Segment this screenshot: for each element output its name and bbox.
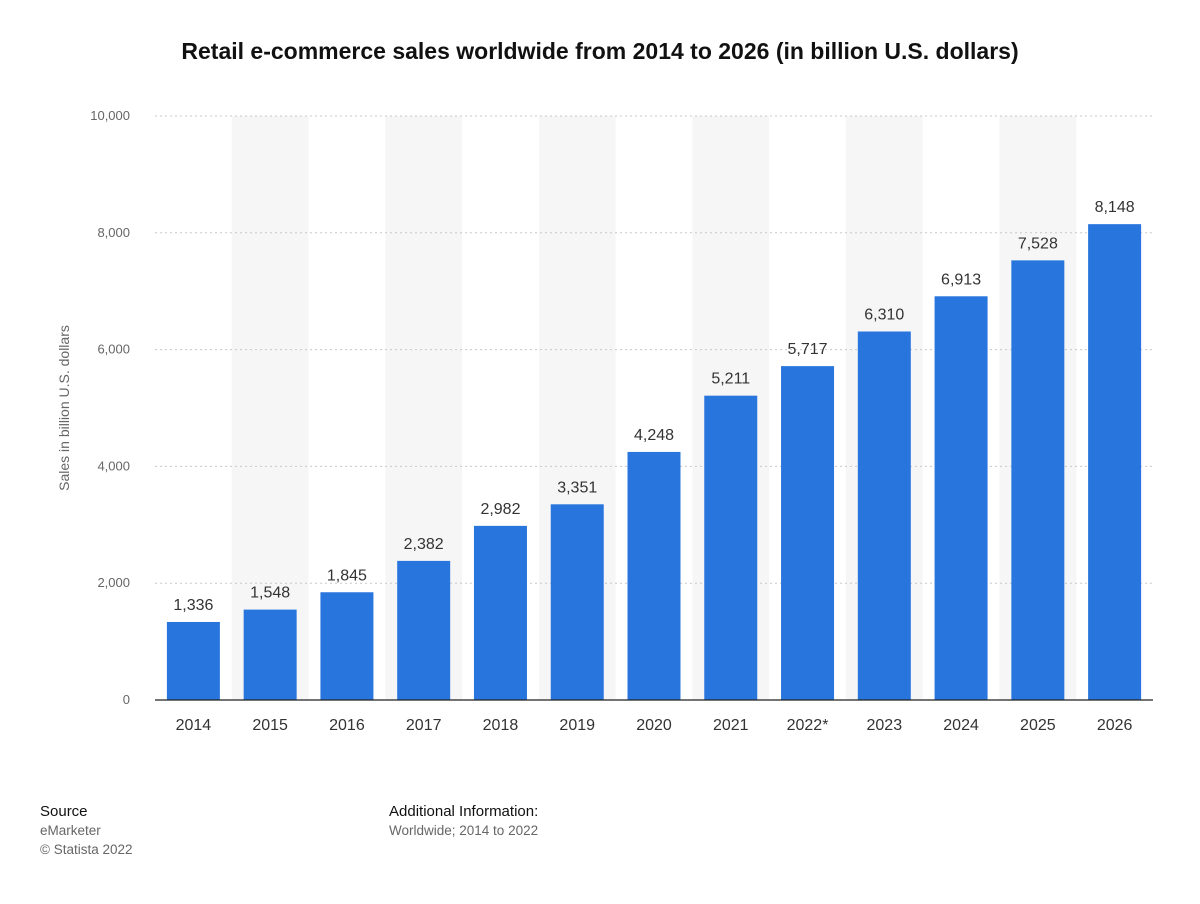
x-tick-label: 2025 — [1020, 717, 1056, 734]
value-label: 8,148 — [1095, 199, 1135, 216]
y-axis-ticks: 0 2,000 4,000 6,000 8,000 10,000 — [90, 108, 130, 707]
bar[interactable] — [857, 331, 911, 700]
y-tick-label: 10,000 — [90, 108, 130, 123]
bar[interactable] — [550, 504, 604, 700]
bar[interactable] — [781, 366, 835, 700]
x-tick-label: 2019 — [559, 717, 595, 734]
value-label: 1,548 — [250, 585, 290, 602]
value-label: 6,310 — [864, 306, 904, 323]
bars — [166, 224, 1142, 700]
value-label: 1,845 — [327, 567, 367, 584]
source-heading: Source — [40, 803, 88, 820]
y-tick-label: 4,000 — [97, 458, 130, 473]
value-labels: 1,336 1,548 1,845 2,382 2,982 3,351 4,248 5,211… — [173, 199, 1134, 614]
x-tick-label: 2014 — [176, 717, 212, 734]
x-tick-label: 2026 — [1097, 717, 1133, 734]
x-tick-label: 2022* — [787, 717, 829, 734]
value-label: 1,336 — [173, 597, 213, 614]
chart-title: Retail e-commerce sales worldwide from 2… — [181, 38, 1019, 64]
source-line-2: © Statista 2022 — [40, 842, 133, 857]
x-axis-labels: 2014 2015 2016 2017 2018 2019 2020 2021 2022* 202… — [176, 717, 1133, 734]
x-tick-label: 2024 — [943, 717, 979, 734]
value-label: 2,982 — [480, 501, 520, 518]
column-band — [231, 116, 309, 700]
value-label: 2,382 — [404, 536, 444, 553]
x-tick-label: 2018 — [483, 717, 519, 734]
bar[interactable] — [473, 525, 527, 700]
source-line-1[interactable]: eMarketer — [40, 823, 101, 838]
bar[interactable] — [1011, 260, 1065, 700]
y-tick-label: 0 — [123, 692, 130, 707]
additional-info-heading[interactable]: Additional Information: — [389, 803, 539, 820]
y-axis-title: Sales in billion U.S. dollars — [56, 325, 72, 491]
value-label: 6,913 — [941, 271, 981, 288]
value-label: 5,211 — [711, 371, 750, 388]
additional-info-block: Additional Information: Worldwide; 2014 … — [389, 802, 538, 840]
bar[interactable] — [166, 621, 220, 700]
value-label: 7,528 — [1018, 235, 1058, 252]
bar[interactable] — [397, 560, 451, 700]
bar[interactable] — [1088, 224, 1142, 700]
source-block: Source eMarketer © Statista 2022 — [40, 802, 133, 859]
value-label: 3,351 — [557, 479, 597, 496]
x-tick-label: 2016 — [329, 717, 365, 734]
y-tick-label: 6,000 — [97, 342, 130, 357]
value-label: 4,248 — [634, 427, 674, 444]
bar[interactable] — [627, 451, 681, 700]
x-tick-label: 2021 — [713, 717, 749, 734]
bar[interactable] — [320, 592, 374, 700]
x-tick-label: 2023 — [867, 717, 903, 734]
y-tick-label: 2,000 — [97, 575, 130, 590]
bar[interactable] — [243, 609, 297, 700]
x-tick-label: 2017 — [406, 717, 442, 734]
x-tick-label: 2015 — [252, 717, 288, 734]
bar[interactable] — [704, 395, 758, 700]
value-label: 5,717 — [788, 341, 828, 358]
additional-info-text: Worldwide; 2014 to 2022 — [389, 823, 539, 838]
bar[interactable] — [934, 296, 988, 700]
y-tick-label: 8,000 — [97, 225, 130, 240]
x-tick-label: 2020 — [636, 717, 672, 734]
